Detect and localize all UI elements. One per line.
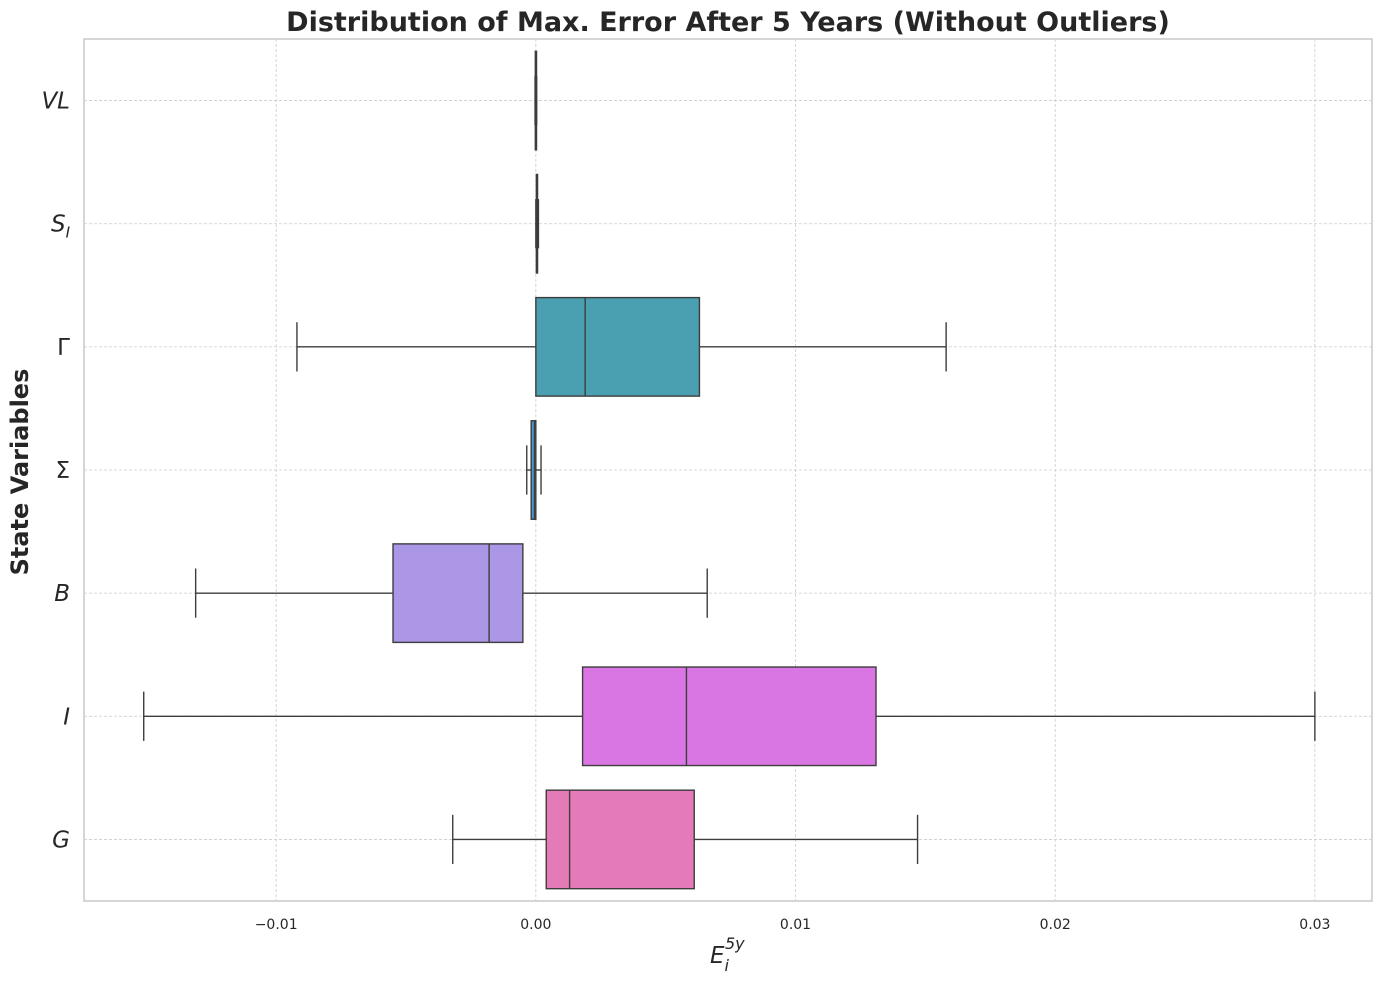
x-tick-label: −0.01 bbox=[255, 917, 298, 933]
box-group-3 bbox=[296, 296, 947, 397]
x-axis-label-sup: 5y bbox=[725, 934, 745, 953]
box-group-7 bbox=[452, 789, 919, 890]
box-iqr bbox=[581, 666, 877, 767]
box-group-2 bbox=[535, 173, 540, 274]
y-tick-label-5: B bbox=[54, 581, 70, 607]
chart-title: Distribution of Max. Error After 5 Years… bbox=[286, 7, 1170, 38]
box-group-4 bbox=[526, 420, 542, 520]
y-tick-label-4: Σ bbox=[55, 458, 70, 484]
x-axis-label-sub: i bbox=[725, 956, 730, 975]
y-axis-label: State Variables bbox=[6, 369, 34, 576]
y-tick-label-1: VL bbox=[41, 89, 70, 115]
box-iqr bbox=[545, 789, 695, 890]
x-tick-label: 0.00 bbox=[520, 917, 551, 933]
x-axis-label-base: E bbox=[710, 943, 725, 969]
x-tick-label: 0.03 bbox=[1299, 917, 1330, 933]
x-axis-ticks: −0.01 0.00 0.01 0.02 0.03 bbox=[255, 917, 1331, 933]
box-group-6 bbox=[143, 666, 1316, 767]
plot-frame bbox=[83, 38, 1373, 902]
y-tick-label-2: SI bbox=[51, 212, 71, 242]
x-tick-label: 0.02 bbox=[1040, 917, 1071, 933]
y-tick-label-3: Γ bbox=[57, 335, 70, 361]
box-iqr bbox=[530, 420, 537, 520]
y-tick-label-6: I bbox=[63, 704, 70, 730]
y-tick-label-7: G bbox=[52, 827, 70, 853]
box-iqr bbox=[535, 296, 701, 397]
box-group-1 bbox=[534, 50, 538, 151]
y-axis-ticks: VL SI Γ Σ B I G bbox=[41, 89, 70, 854]
x-axis-label: Ei 5y bbox=[710, 934, 745, 975]
box-group-5 bbox=[194, 543, 708, 644]
box-series bbox=[143, 50, 1316, 890]
grid-lines bbox=[84, 39, 1372, 901]
x-tick-label: 0.01 bbox=[780, 917, 811, 933]
box-iqr bbox=[392, 543, 524, 644]
